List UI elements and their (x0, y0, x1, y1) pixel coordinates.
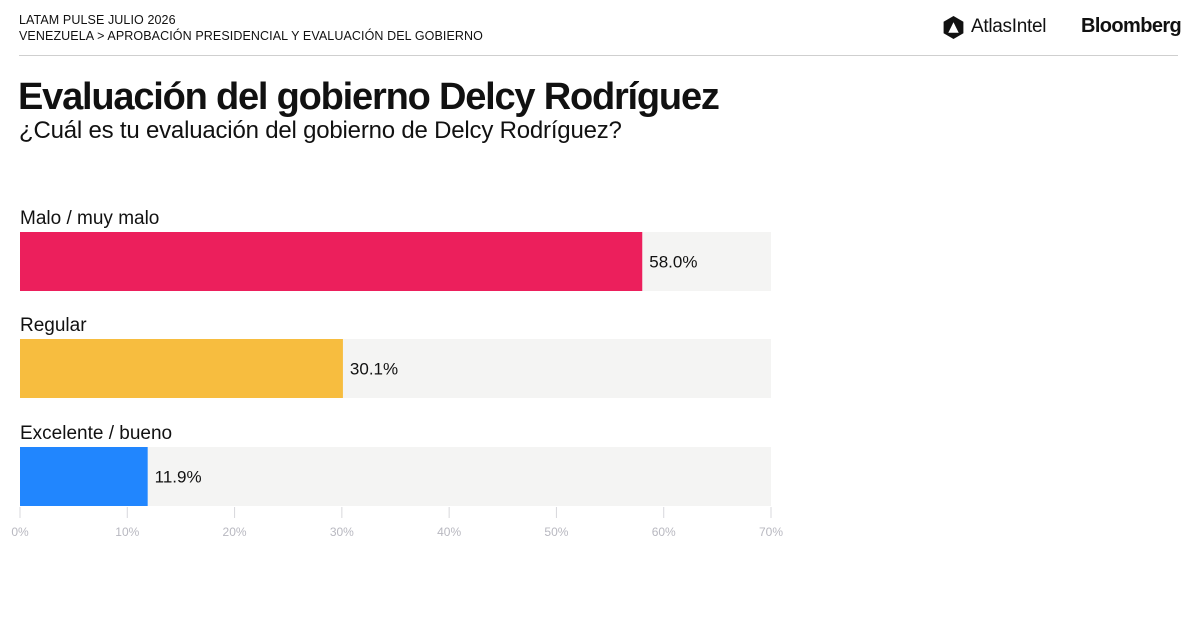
value-label: 30.1% (350, 360, 398, 379)
header-divider (19, 55, 1178, 56)
category-label: Excelente / bueno (20, 423, 172, 444)
x-tick-label: 20% (223, 525, 247, 539)
atlasintel-wordmark: AtlasIntel (971, 16, 1047, 37)
bar (20, 447, 148, 506)
atlasintel-mark-icon (943, 15, 964, 39)
bloomberg-logo: Bloomberg (1081, 15, 1182, 37)
x-tick-label: 60% (652, 525, 676, 539)
chart-title: Evaluación del gobierno Delcy Rodríguez (18, 76, 720, 118)
value-label: 58.0% (649, 253, 697, 272)
category-label: Regular (20, 315, 87, 336)
value-label: 11.9% (155, 468, 202, 487)
category-label: Malo / muy malo (20, 208, 159, 229)
chart-subtitle: ¿Cuál es tu evaluación del gobierno de D… (19, 117, 622, 144)
x-tick-label: 10% (115, 525, 139, 539)
x-tick-label: 40% (437, 525, 461, 539)
bar (20, 232, 643, 291)
breadcrumb: VENEZUELA > APROBACIÓN PRESIDENCIAL Y EV… (19, 29, 483, 43)
x-tick-label: 30% (330, 525, 354, 539)
survey-name: LATAM PULSE JULIO 2026 (19, 13, 176, 27)
x-tick-label: 70% (759, 525, 783, 539)
x-tick-label: 0% (11, 525, 29, 539)
bar (20, 339, 343, 398)
x-tick-label: 50% (544, 525, 568, 539)
atlasintel-logo: AtlasIntel (941, 14, 1046, 40)
